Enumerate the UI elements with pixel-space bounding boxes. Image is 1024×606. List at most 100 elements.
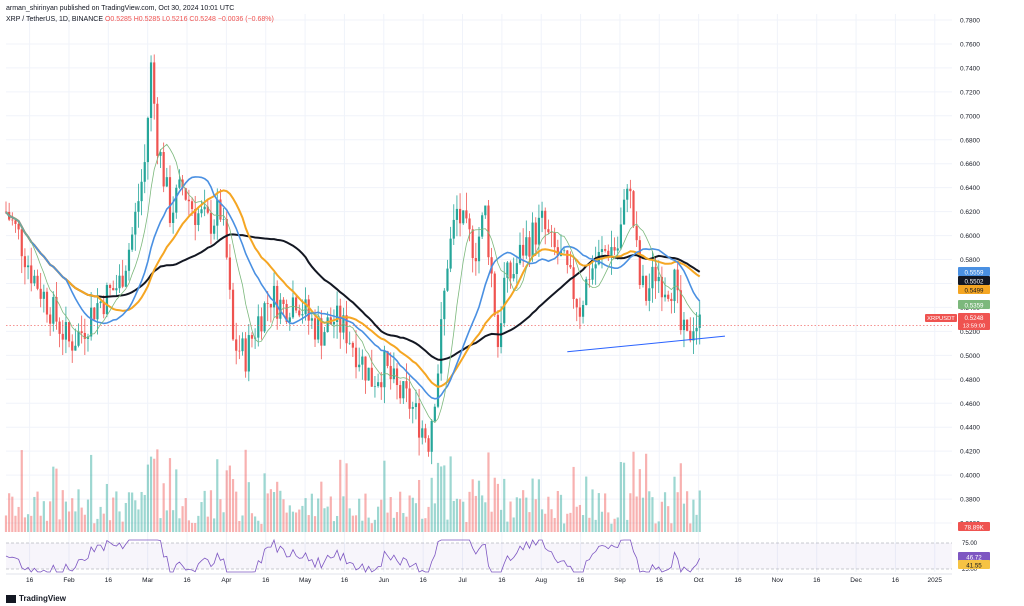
volume-bar [58, 519, 61, 532]
candle-body [317, 318, 320, 340]
volume-badge [958, 522, 990, 531]
ma-green-badge-text: 0.5359 [965, 302, 984, 309]
candle-body [115, 288, 118, 291]
candle-body [200, 209, 203, 214]
candle-body [231, 289, 235, 340]
price-tick-label: 0.3800 [960, 497, 980, 504]
candle-body [692, 331, 695, 341]
rsi-band [6, 543, 952, 569]
volume-bar [427, 506, 430, 532]
volume-bars [4, 449, 701, 532]
candle-body [648, 288, 651, 301]
candle-body [518, 244, 522, 264]
volume-bar [222, 512, 225, 532]
time-tick-label: May [299, 577, 312, 584]
volume-bar [667, 506, 670, 532]
candle-body [320, 318, 323, 346]
volume-bar [553, 517, 556, 532]
volume-bar [301, 505, 304, 532]
candle-body [399, 385, 402, 399]
symbol-badge [925, 314, 957, 322]
candle-body [332, 321, 336, 325]
volume-bar [77, 489, 80, 532]
price-tick-label: 0.6200 [960, 209, 980, 216]
candle-body [544, 210, 547, 230]
volume-bar [594, 519, 597, 532]
candle-body [238, 350, 241, 352]
candle-body [421, 428, 424, 438]
volume-bar [194, 522, 197, 532]
candle-body [228, 257, 231, 290]
candle-body [64, 322, 68, 340]
candle-body [156, 103, 159, 156]
volume-bar [134, 500, 137, 532]
rsi-ma-badge-text: 41.55 [966, 562, 982, 569]
volume-bar [71, 498, 74, 532]
tradingview-logo[interactable]: TradingView [6, 594, 66, 603]
volume-bar [206, 516, 209, 532]
volume-bar [648, 491, 651, 532]
candle-body [162, 152, 165, 187]
volume-bar [235, 491, 238, 532]
ma-black-badge [958, 276, 990, 285]
volume-badge-text: 78.89K [964, 524, 984, 531]
volume-bar [686, 491, 689, 532]
volume-bar [184, 498, 187, 532]
candle-body [272, 285, 276, 308]
volume-bar [591, 489, 594, 532]
volume-bar [67, 511, 71, 532]
candle-body [20, 229, 23, 257]
moving-averages [5, 143, 701, 424]
volume-bar [692, 499, 695, 532]
candle-body [673, 269, 676, 302]
volume-bar [317, 498, 320, 532]
volume-bar [490, 511, 493, 532]
volume-bar [563, 523, 566, 532]
candle-body [686, 319, 689, 331]
chart-header: arman_shirinyan published on TradingView… [6, 3, 274, 25]
candle-body [629, 188, 632, 192]
time-tick-label: Oct [694, 577, 704, 584]
candle-body [203, 206, 206, 210]
volume-bar [512, 517, 515, 532]
volume-bar [597, 493, 600, 532]
volume-bar [279, 490, 282, 532]
volume-bar [676, 492, 679, 532]
price-axis[interactable]: 0.7800 0.7600 0.7400 0.7200 0.7000 0.6800 0.66… [960, 17, 980, 573]
candle-body [146, 117, 149, 163]
volume-bar [146, 464, 149, 532]
candle-body [260, 316, 263, 332]
candle-body [298, 310, 301, 316]
candle-body [506, 262, 509, 278]
candle-body [537, 217, 541, 245]
candle-body [474, 258, 477, 262]
volume-bar [610, 523, 613, 532]
candle-body [522, 244, 525, 256]
volume-bar [361, 520, 364, 532]
volume-bar [8, 493, 11, 532]
candle-body [462, 210, 465, 224]
candle-body [414, 403, 418, 408]
candle-body [194, 209, 197, 226]
volume-bar [181, 506, 184, 532]
volume-bar [537, 479, 541, 532]
volume-bar [525, 497, 528, 532]
symbol-name[interactable]: XRP / TetherUS, 1D, BINANCE [6, 16, 103, 23]
candle-body [660, 276, 663, 298]
time-axis[interactable]: 16 Feb 16 Mar 16 Apr 16 May 16 Jun 16 Jul 16 Aug 16 Sep… [6, 573, 952, 584]
volume-bar [534, 499, 537, 532]
volume-bar [446, 519, 449, 532]
candle-body [351, 342, 354, 348]
volume-bar [105, 483, 109, 532]
candle-body [575, 299, 578, 308]
volume-bar [436, 462, 440, 532]
candle-body [604, 249, 607, 251]
candle-body [402, 381, 405, 399]
volume-bar [323, 508, 326, 532]
volume-bar [33, 496, 36, 532]
volume-bar [320, 481, 323, 532]
volume-bar [515, 497, 518, 532]
price-tick-label: 0.5200 [960, 329, 980, 336]
volume-bar [329, 496, 332, 532]
